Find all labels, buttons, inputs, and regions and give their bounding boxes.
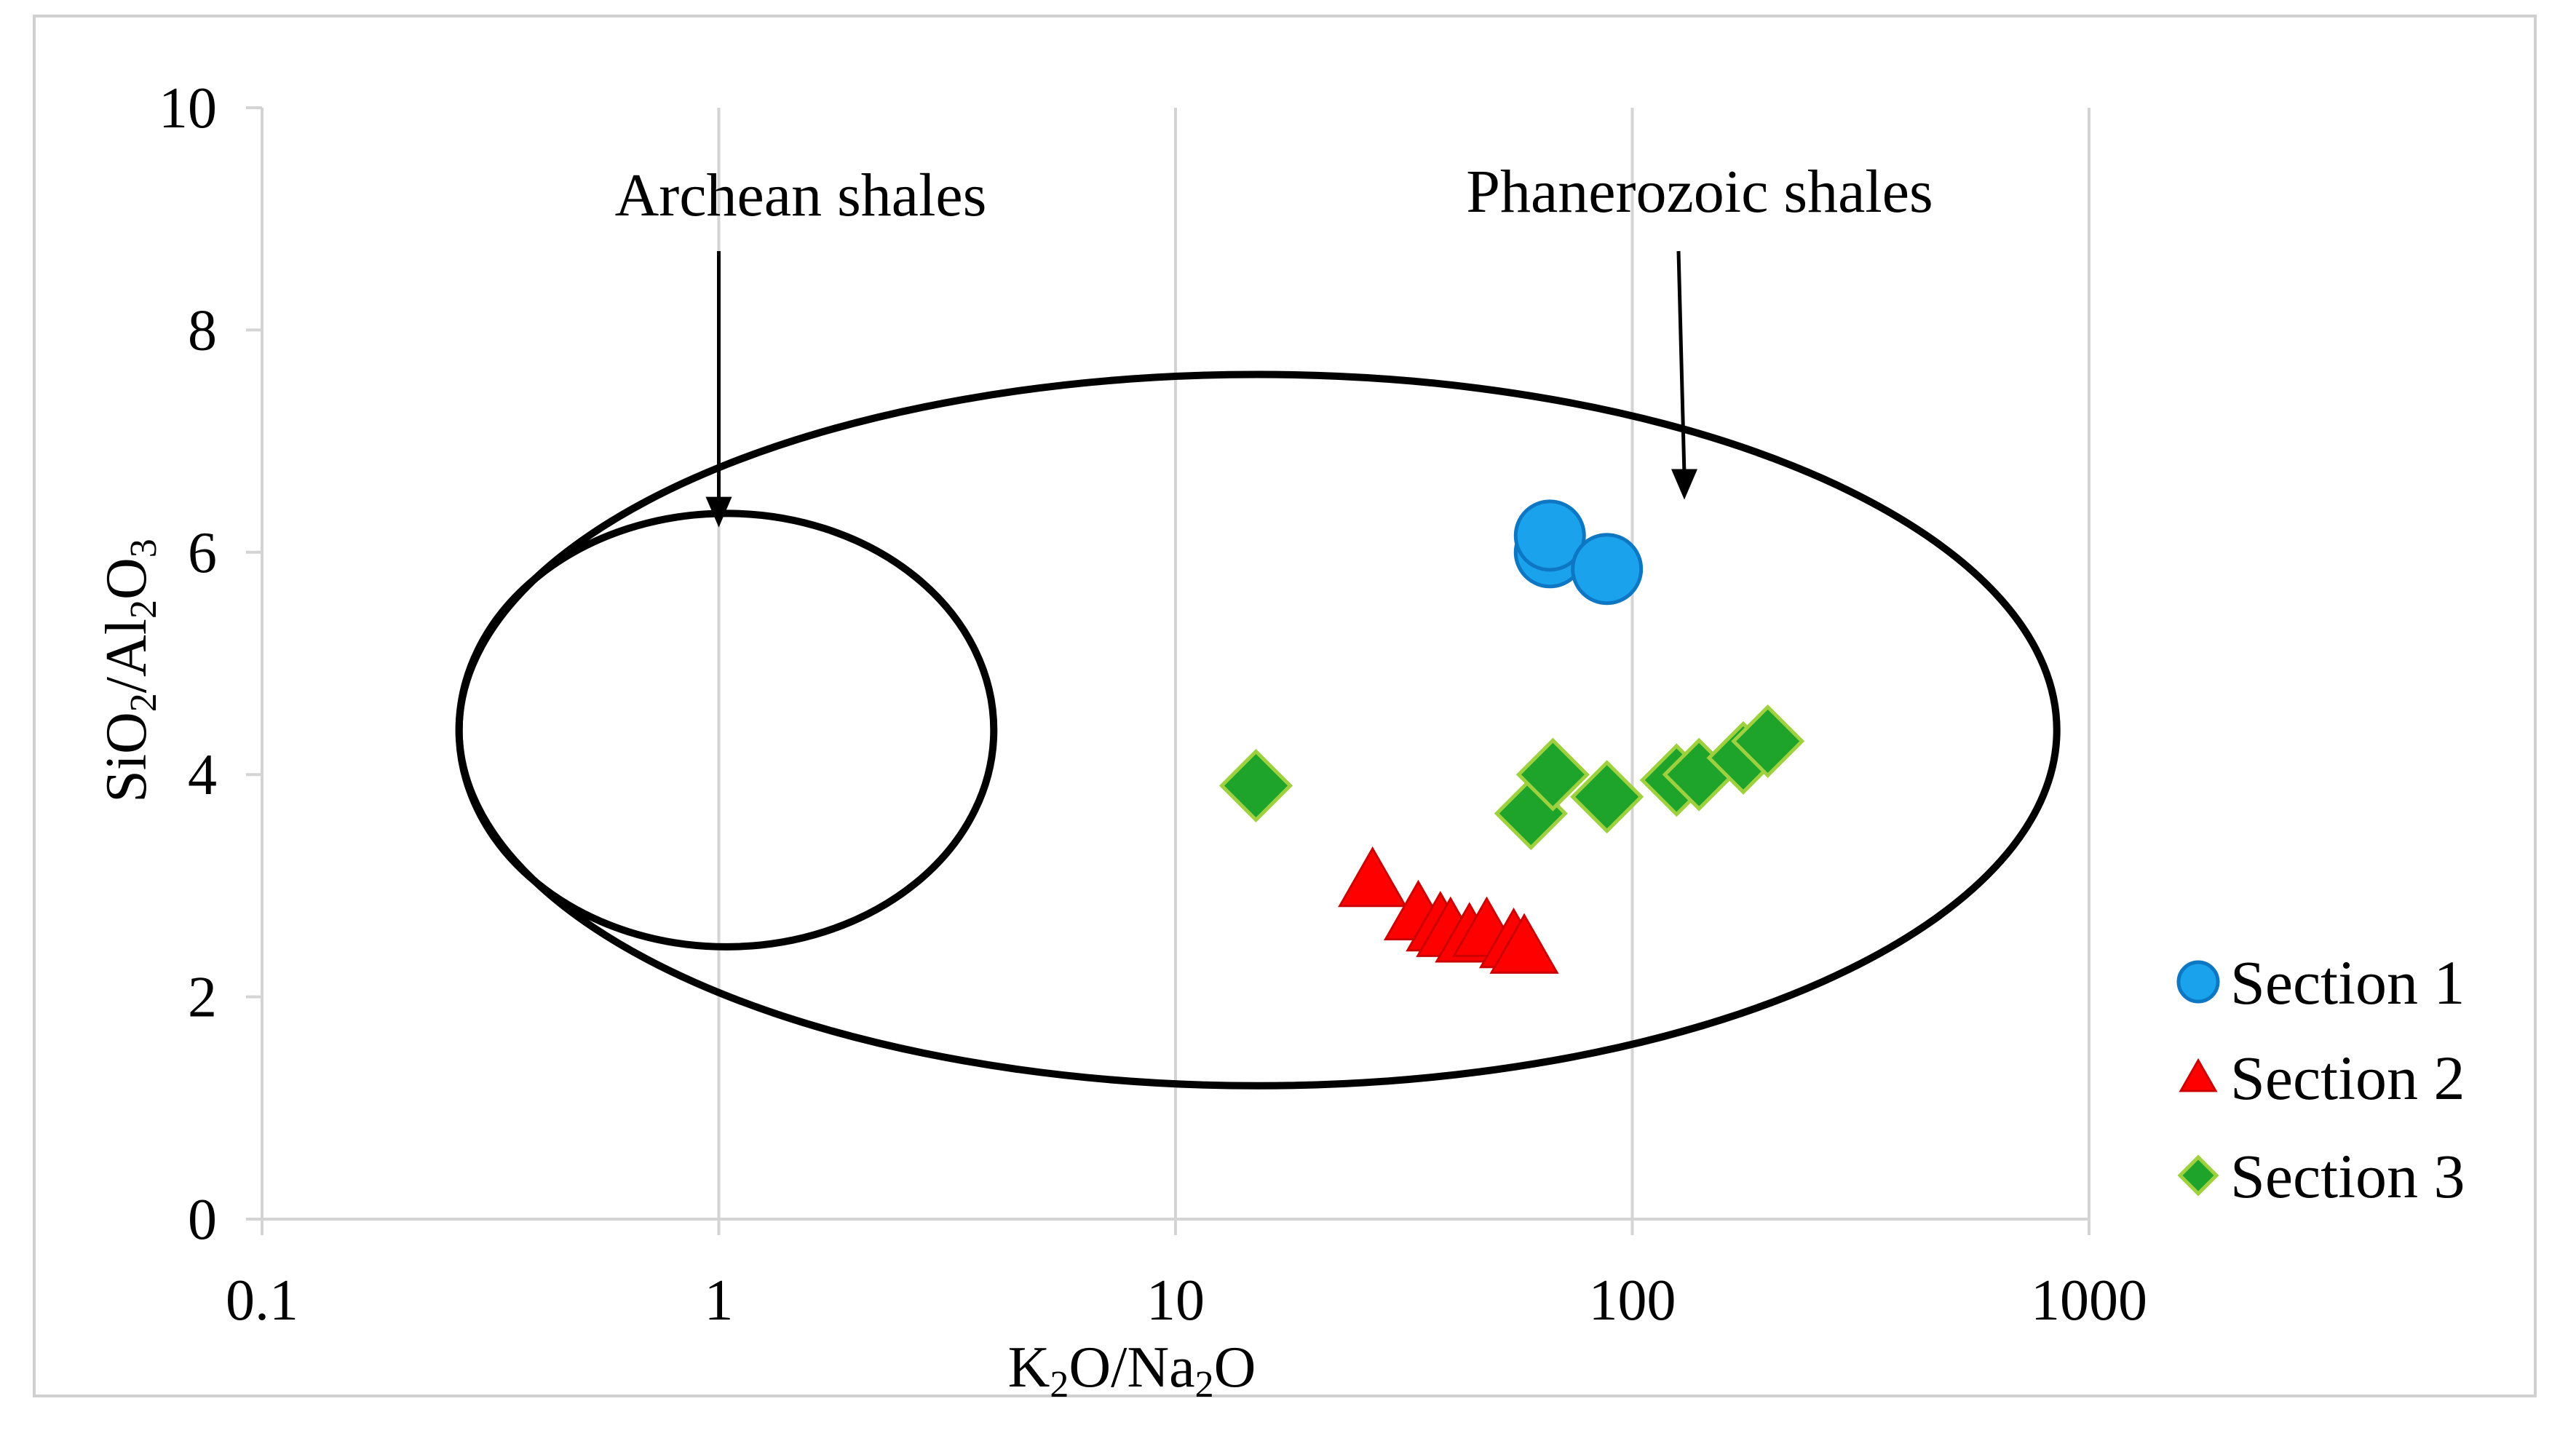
y-tick-label: 2 (188, 966, 217, 1030)
legend-marker-section-2 (2179, 1058, 2218, 1092)
subscript: 3 (123, 539, 165, 558)
y-tick-label: 0 (188, 1188, 217, 1252)
x-tick-label: 1000 (2031, 1269, 2147, 1333)
legend-label-section-1: Section 1 (2230, 948, 2465, 1018)
section-2-point (1338, 846, 1408, 908)
section-1-point (1513, 499, 1586, 572)
x-tick-label: 0.1 (226, 1269, 298, 1333)
x-tick-label: 10 (1146, 1269, 1205, 1333)
title-part: K (1008, 1336, 1050, 1400)
region-layer (455, 370, 2061, 1090)
legend-label-section-2: Section 2 (2230, 1043, 2465, 1113)
title-part: O (95, 558, 159, 600)
section-3-point (1515, 737, 1590, 812)
phanerozoic-shales-region (455, 370, 2061, 1090)
subscript: 2 (123, 600, 165, 619)
title-part: /Al (95, 619, 159, 693)
section-1-point (1571, 533, 1644, 606)
subscript: 2 (1195, 1364, 1214, 1405)
y-axis-title: SiO2/Al2O3 (95, 539, 165, 803)
phanerozoic-arrow-head (1671, 469, 1697, 500)
x-tick-label: 100 (1589, 1269, 1676, 1333)
section-3-point (1218, 748, 1293, 823)
chart-frame (33, 15, 2537, 1397)
archean-arrow-head (705, 496, 732, 528)
point-layer (1218, 499, 1805, 974)
title-part: O/Na (1069, 1336, 1194, 1400)
phanerozoic-shales-label: Phanerozoic shales (1466, 158, 1933, 226)
title-part: O (1214, 1336, 1256, 1400)
section-3-point (1570, 760, 1644, 834)
x-axis-title: K2O/Na2O (1008, 1336, 1256, 1405)
y-tick-label: 6 (188, 521, 217, 585)
y-tick-label: 10 (159, 76, 217, 140)
archean-shales-label: Archean shales (615, 162, 987, 229)
section-2-point (1489, 913, 1559, 974)
title-part: SiO (95, 712, 159, 803)
phanerozoic-arrow-shaft (1676, 250, 1687, 475)
legend-marker-section-1 (2176, 960, 2220, 1004)
subscript: 2 (123, 693, 165, 712)
y-tick-label: 8 (188, 298, 217, 362)
legend-label-section-3: Section 3 (2230, 1141, 2465, 1211)
legend: Section 1 Section 2 Section 3 (2176, 948, 2465, 1211)
subscript: 2 (1050, 1364, 1069, 1405)
x-tick-label: 1 (705, 1269, 734, 1333)
section-3-point (1731, 704, 1805, 778)
axis-layer (246, 106, 2090, 1235)
y-tick-label: 4 (188, 743, 217, 807)
legend-marker-section-3 (2177, 1154, 2219, 1197)
